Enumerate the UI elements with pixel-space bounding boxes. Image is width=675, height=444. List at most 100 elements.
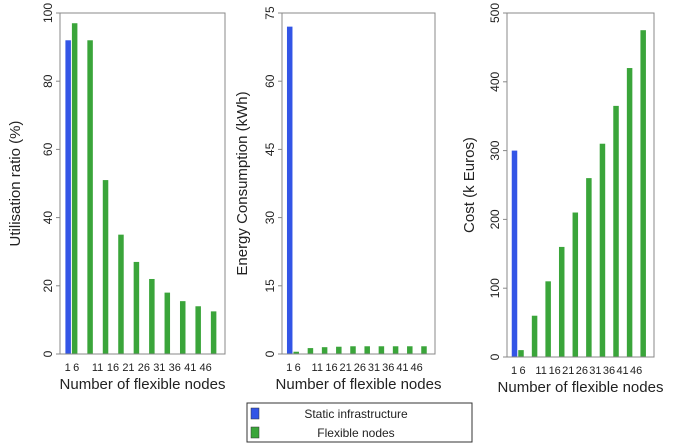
bar-flexible [210, 311, 217, 354]
y-tick-label: 60 [263, 74, 277, 88]
bar-flexible [364, 346, 370, 354]
plot-frame [59, 12, 226, 355]
y-axis-label: Cost (k Euros) [461, 137, 478, 233]
x-tick-label: 26 [354, 362, 366, 374]
x-tick-label: 46 [630, 365, 642, 377]
bar-flexible [613, 105, 619, 357]
bar-flexible [572, 212, 579, 357]
legend-label: Static infrastructure [304, 407, 408, 421]
x-tick-label: 21 [340, 362, 352, 374]
x-tick-label: 11 [312, 362, 323, 374]
bar-flexible [518, 350, 524, 357]
bar-flexible [586, 178, 592, 357]
x-tick-label: 16 [325, 362, 337, 374]
y-tick-label: 45 [263, 142, 277, 156]
x-tick-label: 36 [169, 362, 181, 374]
x-tick-label: 11 [535, 365, 546, 377]
bar-flexible [293, 351, 299, 354]
bar-flexible [378, 346, 385, 354]
x-tick-label: 1 [286, 362, 292, 374]
bar-flexible [421, 346, 427, 354]
y-tick-label: 15 [263, 279, 277, 293]
plot-frame [281, 12, 436, 355]
bar-flexible [545, 281, 551, 357]
legend-swatch [250, 407, 260, 420]
bar-flexible [392, 346, 399, 354]
x-tick-label: 31 [589, 365, 601, 377]
bar-flexible [640, 30, 646, 357]
bar-flexible [179, 301, 186, 354]
y-tick-label: 30 [263, 211, 277, 225]
bar-flexible [118, 234, 124, 354]
y-tick-label: 0 [41, 350, 55, 357]
bar-flexible [71, 23, 78, 354]
y-axis-label: Energy Consumption (kWh) [234, 91, 251, 275]
legend: Static infrastructure Flexible nodes [246, 402, 473, 443]
x-tick-label: 6 [519, 365, 525, 377]
x-tick-label: 41 [616, 365, 628, 377]
bar-flexible [350, 346, 356, 354]
bar-flexible [307, 348, 314, 354]
y-tick-label: 200 [488, 209, 502, 229]
bar-static [286, 26, 293, 354]
x-tick-label: 26 [576, 365, 588, 377]
x-tick-label: 36 [603, 365, 615, 377]
x-tick-label: 41 [396, 362, 408, 374]
bar-flexible [321, 347, 328, 354]
x-tick-label: 31 [153, 362, 165, 374]
bar-flexible [531, 315, 538, 357]
x-tick-label: 16 [549, 365, 561, 377]
legend-swatch [250, 426, 260, 439]
y-tick-label: 80 [41, 74, 55, 88]
x-axis-label: Number of flexible nodes [60, 376, 226, 393]
y-tick-label: 0 [263, 350, 277, 357]
plot-frame [506, 12, 655, 358]
y-tick-label: 20 [41, 279, 55, 293]
x-tick-label: 11 [92, 362, 103, 374]
bar-flexible [626, 68, 633, 357]
x-tick-label: 1 [511, 365, 517, 377]
y-tick-label: 400 [488, 71, 502, 91]
bar-flexible [558, 246, 565, 357]
x-tick-label: 46 [411, 362, 423, 374]
bar-static [65, 40, 71, 354]
bar-flexible [195, 306, 201, 354]
x-tick-label: 36 [382, 362, 394, 374]
y-tick-label: 75 [263, 6, 277, 20]
bar-flexible [407, 346, 413, 354]
x-tick-label: 16 [107, 362, 119, 374]
bar-flexible [599, 143, 606, 357]
bar-flexible [336, 346, 342, 354]
x-tick-label: 31 [368, 362, 380, 374]
y-tick-label: 500 [488, 3, 502, 23]
x-tick-label: 46 [200, 362, 212, 374]
x-tick-label: 41 [184, 362, 196, 374]
bar-flexible [102, 180, 109, 354]
y-tick-label: 100 [488, 278, 502, 298]
bar-flexible [149, 278, 155, 354]
y-axis-label: Utilisation ratio (%) [7, 121, 24, 247]
x-tick-label: 21 [562, 365, 574, 377]
x-axis-label: Number of flexible nodes [276, 376, 442, 393]
x-axis-label: Number of flexible nodes [498, 379, 664, 396]
legend-box [246, 402, 473, 443]
bar-flexible [87, 40, 93, 354]
x-tick-label: 26 [138, 362, 150, 374]
bar-flexible [133, 261, 140, 354]
y-tick-label: 0 [488, 353, 502, 360]
y-tick-label: 100 [41, 3, 55, 23]
x-tick-label: 6 [295, 362, 301, 374]
x-tick-label: 1 [65, 362, 71, 374]
y-tick-label: 300 [488, 140, 502, 160]
y-tick-label: 40 [41, 211, 55, 225]
legend-label: Flexible nodes [317, 426, 394, 440]
bar-static [511, 150, 518, 357]
x-tick-label: 6 [73, 362, 79, 374]
x-tick-label: 21 [122, 362, 134, 374]
bar-flexible [164, 292, 171, 354]
y-tick-label: 60 [41, 142, 55, 156]
